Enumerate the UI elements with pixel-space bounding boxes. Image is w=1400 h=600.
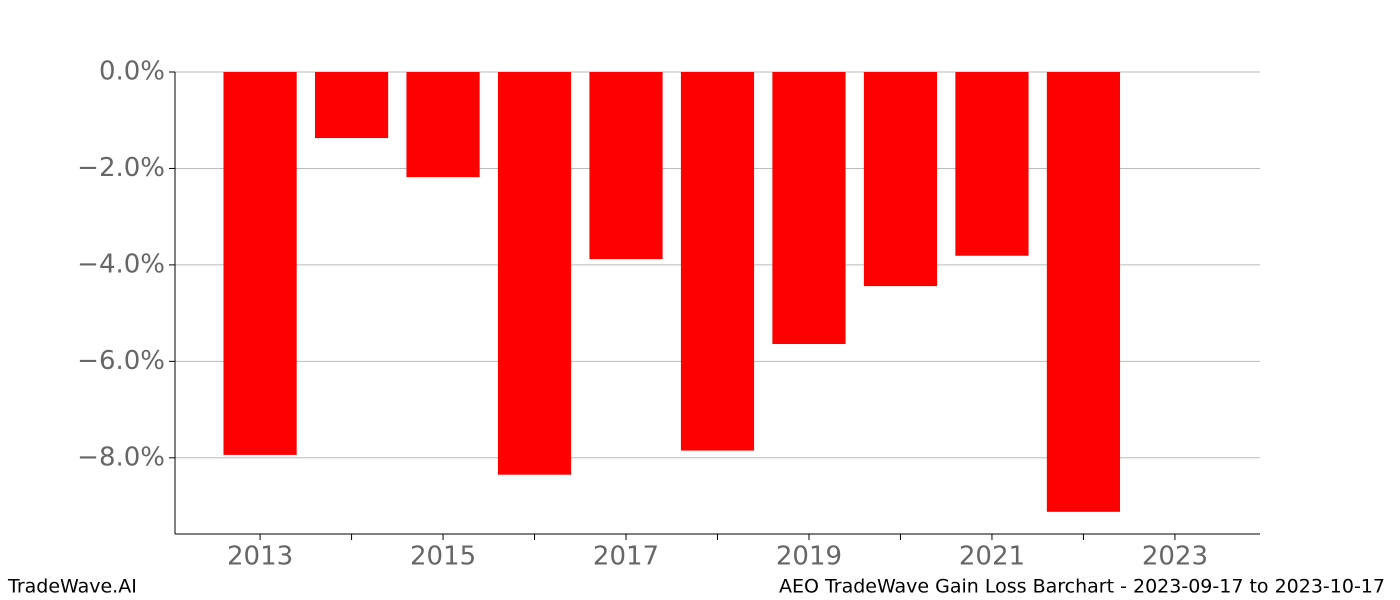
x-tick-label: 2023 (1142, 542, 1208, 572)
bar (955, 72, 1029, 256)
bar (314, 72, 389, 139)
bar (589, 72, 663, 260)
chart-title: AEO TradeWave Gain Loss Barchart - 2023-… (779, 576, 1385, 598)
bar (863, 72, 938, 287)
y-tick-label: −6.0% (77, 346, 165, 376)
bar (223, 72, 297, 455)
y-tick-label: 0.0% (99, 57, 165, 87)
watermark: TradeWave.AI (7, 576, 137, 598)
bar (497, 72, 572, 475)
y-tick-label: −2.0% (77, 153, 165, 183)
bar (680, 72, 755, 451)
x-tick-label: 2019 (776, 542, 842, 572)
bar (406, 72, 480, 178)
y-tick-label: −4.0% (77, 249, 165, 279)
x-tick-label: 2021 (959, 542, 1025, 572)
x-tick-label: 2017 (593, 542, 659, 572)
x-tick-label: 2013 (227, 542, 293, 572)
bar (772, 72, 846, 344)
bar (1046, 72, 1121, 512)
y-tick-label: −8.0% (77, 442, 165, 472)
x-tick-label: 2015 (410, 542, 476, 572)
